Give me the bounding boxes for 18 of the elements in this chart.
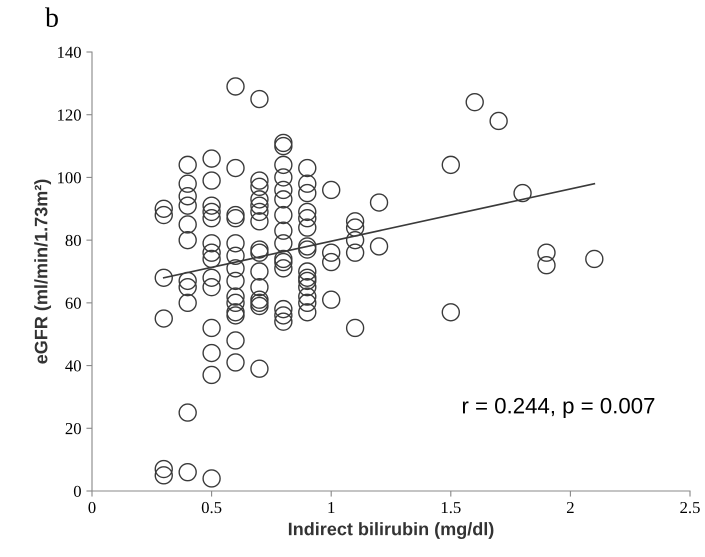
x-tick-label: 0 — [88, 502, 96, 514]
x-tick-label: 2 — [566, 502, 574, 513]
y-tick-label: 140 — [58, 46, 81, 58]
y-tick-label: 40 — [65, 360, 81, 372]
x-tick-label: 2.5 — [680, 502, 700, 514]
y-axis-title: eGFR (ml/min/1.73m²) — [34, 180, 52, 364]
annotation: r = 0.244, p = 0.007 — [462, 398, 654, 418]
y-tick-label: 100 — [58, 172, 81, 184]
text: b — [45, 7, 58, 27]
y-tick-label: 120 — [58, 109, 81, 121]
x-tick-label: 1.5 — [442, 502, 461, 514]
x-tick-label: 1 — [328, 502, 334, 513]
y-tick-label: 20 — [66, 422, 81, 434]
x-axis-title: Indirect bilirubin (mg/dl) — [288, 522, 494, 539]
y-tick-label: 0 — [74, 486, 81, 497]
y-tick-label: 60 — [66, 298, 81, 309]
y-tick-label: 80 — [66, 234, 81, 246]
x-tick-label: 0.5 — [202, 502, 222, 514]
